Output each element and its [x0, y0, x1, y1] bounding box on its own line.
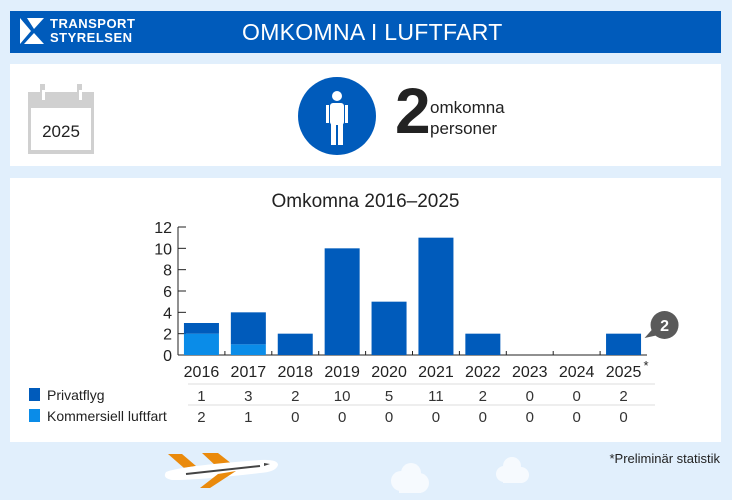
bar-chart: 0246810122016122017312018202019100202050… [29, 220, 679, 426]
chart-panel: Omkomna 2016–2025 0 2 4 6 8 10 12 2016 1 2 2017 3 1 2… [10, 178, 721, 442]
table-cell: 0 [619, 409, 627, 426]
table-cell: 11 [428, 388, 444, 405]
bar-segment [230, 312, 266, 345]
table-cell: 0 [572, 409, 580, 426]
cloud-icon [391, 463, 429, 493]
table-cell: 1 [244, 409, 252, 426]
x-tick-label: 2018 [277, 364, 313, 381]
bar-segment [230, 344, 266, 355]
count-label-line2: personer [430, 119, 498, 138]
table-cell: 2 [291, 388, 299, 405]
legend-swatch [29, 409, 40, 422]
table-cell: 0 [479, 409, 487, 426]
person-icon [298, 77, 376, 155]
footnote: *Preliminär statistik [609, 451, 720, 466]
table-cell: 2 [619, 388, 627, 405]
logo-mark-icon [20, 18, 44, 44]
table-cell: 5 [385, 388, 393, 405]
table-cell: 2 [479, 388, 487, 405]
legend-label: Privatflyg [47, 387, 105, 403]
x-tick-label: 2020 [371, 364, 407, 381]
bar-segment [183, 323, 219, 334]
table-cell: 0 [385, 409, 393, 426]
x-tick-label: 2025 [606, 364, 642, 381]
y-tick-label: 4 [163, 305, 172, 322]
airplane-icon [164, 453, 278, 488]
bar-segment [606, 333, 642, 355]
logo-line2: STYRELSEN [50, 30, 133, 45]
table-cell: 0 [526, 388, 534, 405]
y-tick-label: 12 [154, 220, 172, 237]
table-cell: 2 [197, 409, 205, 426]
bar-segment [183, 333, 219, 355]
x-tick-label: 2024 [559, 364, 595, 381]
bar-segment [465, 333, 501, 355]
svg-text:*: * [644, 358, 649, 373]
y-tick-label: 8 [163, 263, 172, 280]
x-tick-label: 2019 [324, 364, 360, 381]
count-label-line1: omkomna [430, 98, 505, 117]
bar-segment [371, 301, 407, 355]
logo-line1: TRANSPORT [50, 16, 136, 31]
chart-title: Omkomna 2016–2025 [271, 191, 460, 212]
death-count: 2 [395, 75, 431, 147]
x-tick-label: 2017 [231, 364, 267, 381]
page-title: OMKOMNA I LUFTFART [242, 19, 503, 45]
table-cell: 0 [338, 409, 346, 426]
table-cell: 10 [334, 388, 351, 405]
transportstyrelsen-logo: TRANSPORT STYRELSEN [20, 16, 140, 48]
cloud-icon-2 [278, 454, 328, 494]
summary-year: 2025 [42, 122, 80, 141]
cloud-icon-3 [496, 457, 529, 483]
y-tick-label: 2 [163, 327, 172, 344]
table-cell: 0 [291, 409, 299, 426]
legend-swatch [29, 388, 40, 401]
table-cell: 0 [572, 388, 580, 405]
x-tick-label: 2022 [465, 364, 501, 381]
summary-panel: 2025 2 omkomna personer [10, 64, 721, 166]
header-bar: TRANSPORT STYRELSEN OMKOMNA I LUFTFART [10, 11, 721, 53]
calendar-icon: 2025 [28, 84, 96, 159]
annotation-callout [650, 311, 679, 339]
bar-segment [418, 237, 454, 355]
bar-segment [324, 248, 360, 355]
bar-segment [277, 333, 313, 355]
legend-label: Kommersiell luftfart [47, 408, 167, 424]
table-cell: 0 [432, 409, 440, 426]
svg-text:2: 2 [660, 318, 669, 335]
table-cell: 3 [244, 388, 252, 405]
y-tick-label: 0 [163, 348, 172, 365]
y-tick-label: 10 [154, 241, 172, 258]
y-tick-label: 6 [163, 284, 172, 301]
x-tick-label: 2016 [184, 364, 220, 381]
x-tick-label: 2023 [512, 364, 548, 381]
table-cell: 0 [526, 409, 534, 426]
table-cell: 1 [197, 388, 205, 405]
x-tick-label: 2021 [418, 364, 454, 381]
